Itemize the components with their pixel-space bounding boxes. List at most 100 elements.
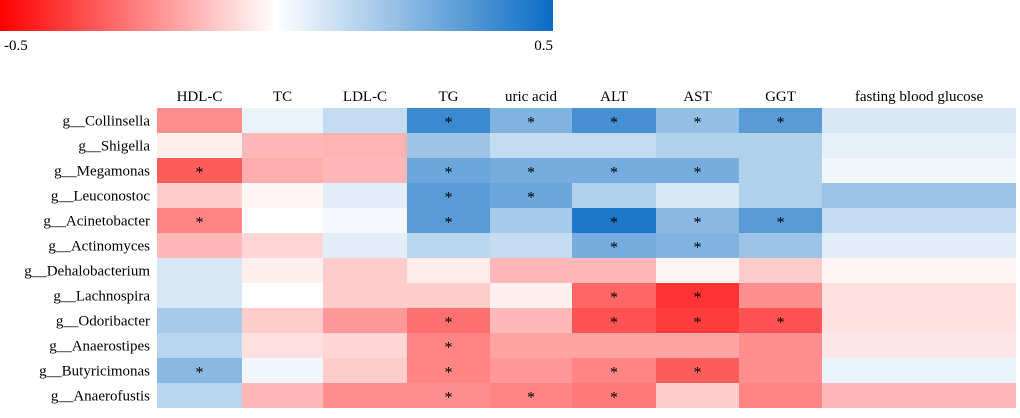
heatmap-cell [822,108,1016,133]
heatmap-cell [323,383,407,408]
heatmap-cell [739,308,822,333]
heatmap-cell [323,358,407,383]
heatmap-cell [490,158,572,183]
significance-marker: * [445,165,453,182]
heatmap-cell [323,208,407,233]
heatmap-cell [656,133,739,158]
heatmap-cell [157,383,242,408]
heatmap-cell [572,133,656,158]
heatmap-cell [407,283,490,308]
heatmap-cell [407,308,490,333]
heatmap-cell [407,133,490,158]
significance-marker: * [196,215,204,232]
heatmap-cell [323,308,407,333]
heatmap-cell [490,108,572,133]
row-label: g__Actinomyces [48,239,150,255]
heatmap-cell [739,133,822,158]
heatmap-cell [739,158,822,183]
heatmap-cell [157,208,242,233]
heatmap-cell [323,233,407,258]
heatmap-cell [242,183,323,208]
heatmap-cell [157,308,242,333]
heatmap-cell [572,233,656,258]
heatmap-cell [739,283,822,308]
significance-marker: * [610,165,618,182]
heatmap-cell [656,383,739,408]
significance-marker: * [694,315,702,332]
heatmap-cell [490,208,572,233]
significance-marker: * [196,365,204,382]
heatmap-cell [157,258,242,283]
heatmap-cell [157,358,242,383]
heatmap-cell [323,283,407,308]
heatmap-cell [739,333,822,358]
heatmap-cell [490,258,572,283]
heatmap-cell [572,308,656,333]
heatmap-cell [572,383,656,408]
significance-marker: * [610,115,618,132]
significance-marker: * [694,215,702,232]
row-label: g__Anaerofustis [51,389,150,405]
heatmap-cell [656,333,739,358]
heatmap-cell [157,158,242,183]
row-label: g__Butyricimonas [39,364,150,380]
heatmap-cell [242,108,323,133]
significance-marker: * [196,165,204,182]
heatmap-cell [822,233,1016,258]
significance-marker: * [694,240,702,257]
significance-marker: * [527,115,535,132]
row-label: g__Acinetobacter [43,214,150,230]
colorbar [0,0,553,31]
column-label: AST [683,89,711,105]
heatmap-cell [490,133,572,158]
heatmap-cell [656,158,739,183]
heatmap-cell [739,183,822,208]
significance-marker: * [610,315,618,332]
heatmap-cell [242,308,323,333]
significance-marker: * [610,365,618,382]
heatmap-cell [739,358,822,383]
heatmap-cell [242,208,323,233]
significance-marker: * [445,190,453,207]
heatmap-cell [822,358,1016,383]
heatmap-cell [242,258,323,283]
heatmap-cell [656,233,739,258]
heatmap-cell [407,108,490,133]
row-label: g__Anaerostipes [49,339,150,355]
heatmap-cell [490,183,572,208]
heatmap-cell [739,208,822,233]
heatmap-cell [407,233,490,258]
significance-marker: * [445,340,453,357]
significance-marker: * [777,215,785,232]
heatmap-cell [242,133,323,158]
heatmap-cell [822,383,1016,408]
heatmap-cell [739,233,822,258]
column-label: TG [439,89,459,105]
heatmap-cell [822,333,1016,358]
column-label: ALT [600,89,628,105]
heatmap-cell [572,283,656,308]
heatmap-cell [572,158,656,183]
significance-marker: * [527,165,535,182]
column-label: HDL-C [177,89,223,105]
heatmap-cell [157,233,242,258]
significance-marker: * [777,115,785,132]
significance-marker: * [445,215,453,232]
heatmap-cell [656,183,739,208]
significance-marker: * [610,390,618,407]
significance-marker: * [610,215,618,232]
significance-marker: * [445,115,453,132]
heatmap-cell [572,183,656,208]
heatmap-cell [656,108,739,133]
significance-marker: * [694,115,702,132]
heatmap-cell [242,383,323,408]
row-label: g__Lachnospira [53,289,150,305]
heatmap-cell [242,233,323,258]
heatmap-cell [242,158,323,183]
heatmap-cell [407,183,490,208]
significance-marker: * [694,365,702,382]
heatmap-cell [407,333,490,358]
heatmap-cell [739,383,822,408]
heatmap-cell [822,208,1016,233]
